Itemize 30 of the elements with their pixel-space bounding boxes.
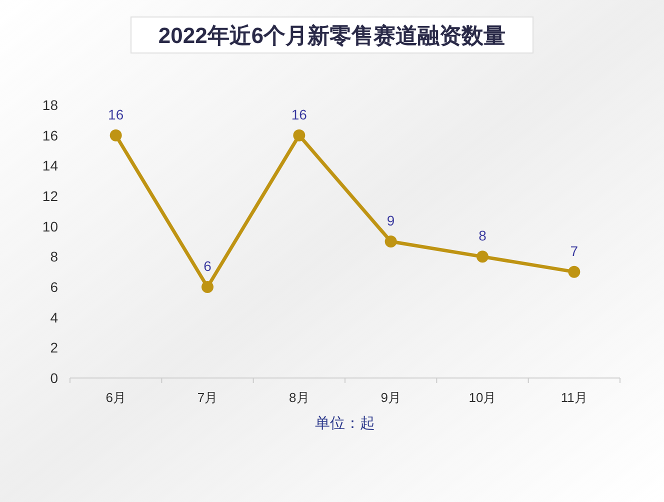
point [476,250,488,263]
point [202,281,214,293]
y-tick-label: 8 [50,248,58,265]
x-axis-title: 单位：起 [315,415,375,432]
data-label: 6 [204,258,212,274]
y-tick-label: 4 [50,309,58,326]
x-tick-label: 7月 [197,390,218,405]
y-tick-label: 18 [42,97,58,113]
y-tick-label: 12 [42,188,58,204]
point [384,236,397,248]
x-tick-label: 11月 [560,390,588,405]
data-label: 7 [570,242,578,259]
point [568,266,580,278]
data-label: 9 [386,212,395,228]
point [110,129,122,142]
y-tick-label: 2 [50,340,58,356]
chart-title: 2022年近6个月新零售赛道融资数量 [158,23,506,48]
point [293,129,306,142]
x-tick-label: 10月 [468,390,496,405]
y-tick-label: 14 [42,158,58,174]
data-label: 8 [478,228,487,244]
data-label: 16 [108,106,124,122]
y-tick-label: 16 [42,127,58,144]
y-tick-label: 0 [50,370,58,386]
x-tick-label: 9月 [380,390,401,405]
data-label: 16 [291,106,308,122]
x-tick-label: 8月 [289,390,310,405]
y-tick-label: 6 [50,279,58,295]
x-tick-label: 6月 [106,390,126,405]
y-tick-label: 10 [42,218,58,234]
